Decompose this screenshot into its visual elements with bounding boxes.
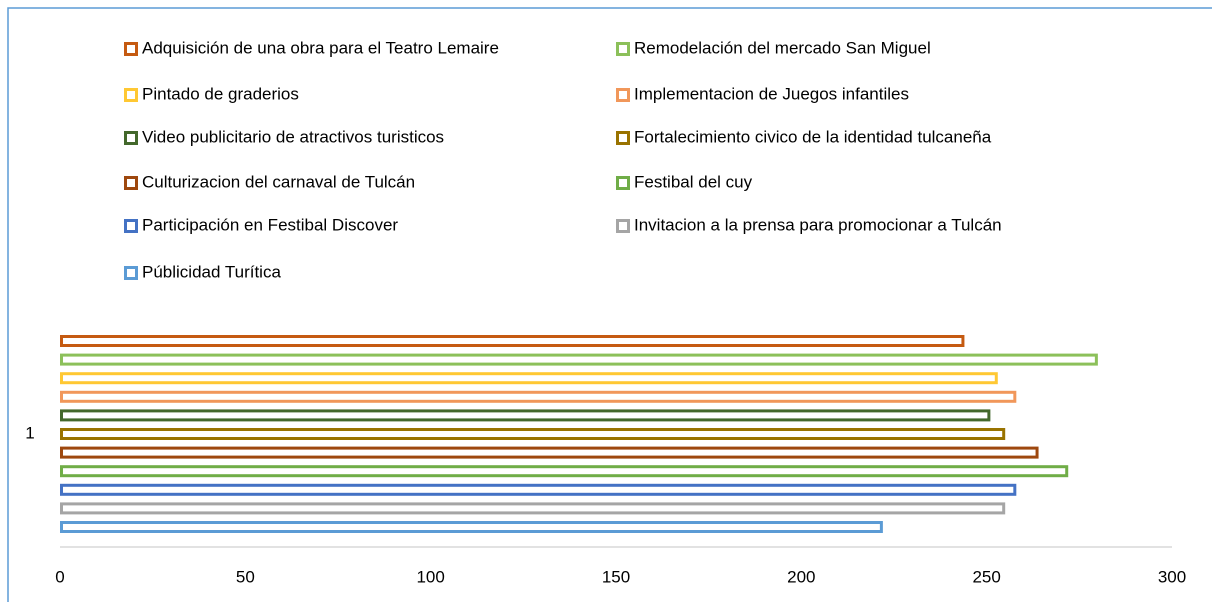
legend-marker	[616, 219, 630, 233]
legend-marker	[124, 176, 138, 190]
y-tick-label: 1	[25, 423, 34, 442]
legend-marker	[124, 219, 138, 233]
legend-label: Adquisición de una obra para el Teatro L…	[142, 38, 499, 57]
legend-marker	[124, 266, 138, 280]
legend-marker	[124, 42, 138, 56]
bar	[60, 502, 1006, 515]
x-tick-label: 250	[972, 567, 1000, 586]
legend-marker	[124, 131, 138, 145]
x-tick-label: 0	[55, 567, 64, 586]
legend-marker	[616, 88, 630, 102]
bar	[60, 409, 991, 422]
legend-label: Fortalecimiento civico de la identidad t…	[634, 127, 992, 146]
frame	[7, 7, 1212, 602]
legend-label: Remodelación del mercado San Miguel	[634, 38, 931, 57]
legend-label: Implementacion de Juegos infantiles	[634, 84, 909, 103]
legend-label: Video publicitario de atractivos turisti…	[142, 127, 444, 146]
x-tick-label: 200	[787, 567, 815, 586]
x-tick-label: 50	[236, 567, 255, 586]
bar	[60, 428, 1006, 440]
bar	[60, 483, 1017, 496]
legend-marker	[616, 176, 630, 190]
x-tick-label: 300	[1158, 567, 1186, 586]
bar	[60, 446, 1039, 459]
legend-label: Festibal del cuy	[634, 172, 753, 191]
bar	[60, 465, 1069, 478]
legend-label: Públicidad Turítica	[142, 262, 281, 281]
legend-label: Pintado de graderios	[142, 84, 299, 103]
bar	[60, 372, 998, 385]
legend-marker	[616, 131, 630, 145]
x-tick-label: 100	[416, 567, 444, 586]
bar	[60, 353, 1098, 366]
legend-label: Invitacion a la prensa para promocionar …	[634, 215, 1002, 234]
legend-label: Culturizacion del carnaval de Tulcán	[142, 172, 415, 191]
bar	[60, 335, 965, 347]
legend-marker	[124, 88, 138, 102]
bar	[60, 390, 1017, 403]
legend-label: Participación en Festibal Discover	[142, 215, 398, 234]
legend-marker	[616, 42, 630, 56]
x-tick-label: 150	[602, 567, 630, 586]
bar	[60, 521, 883, 533]
